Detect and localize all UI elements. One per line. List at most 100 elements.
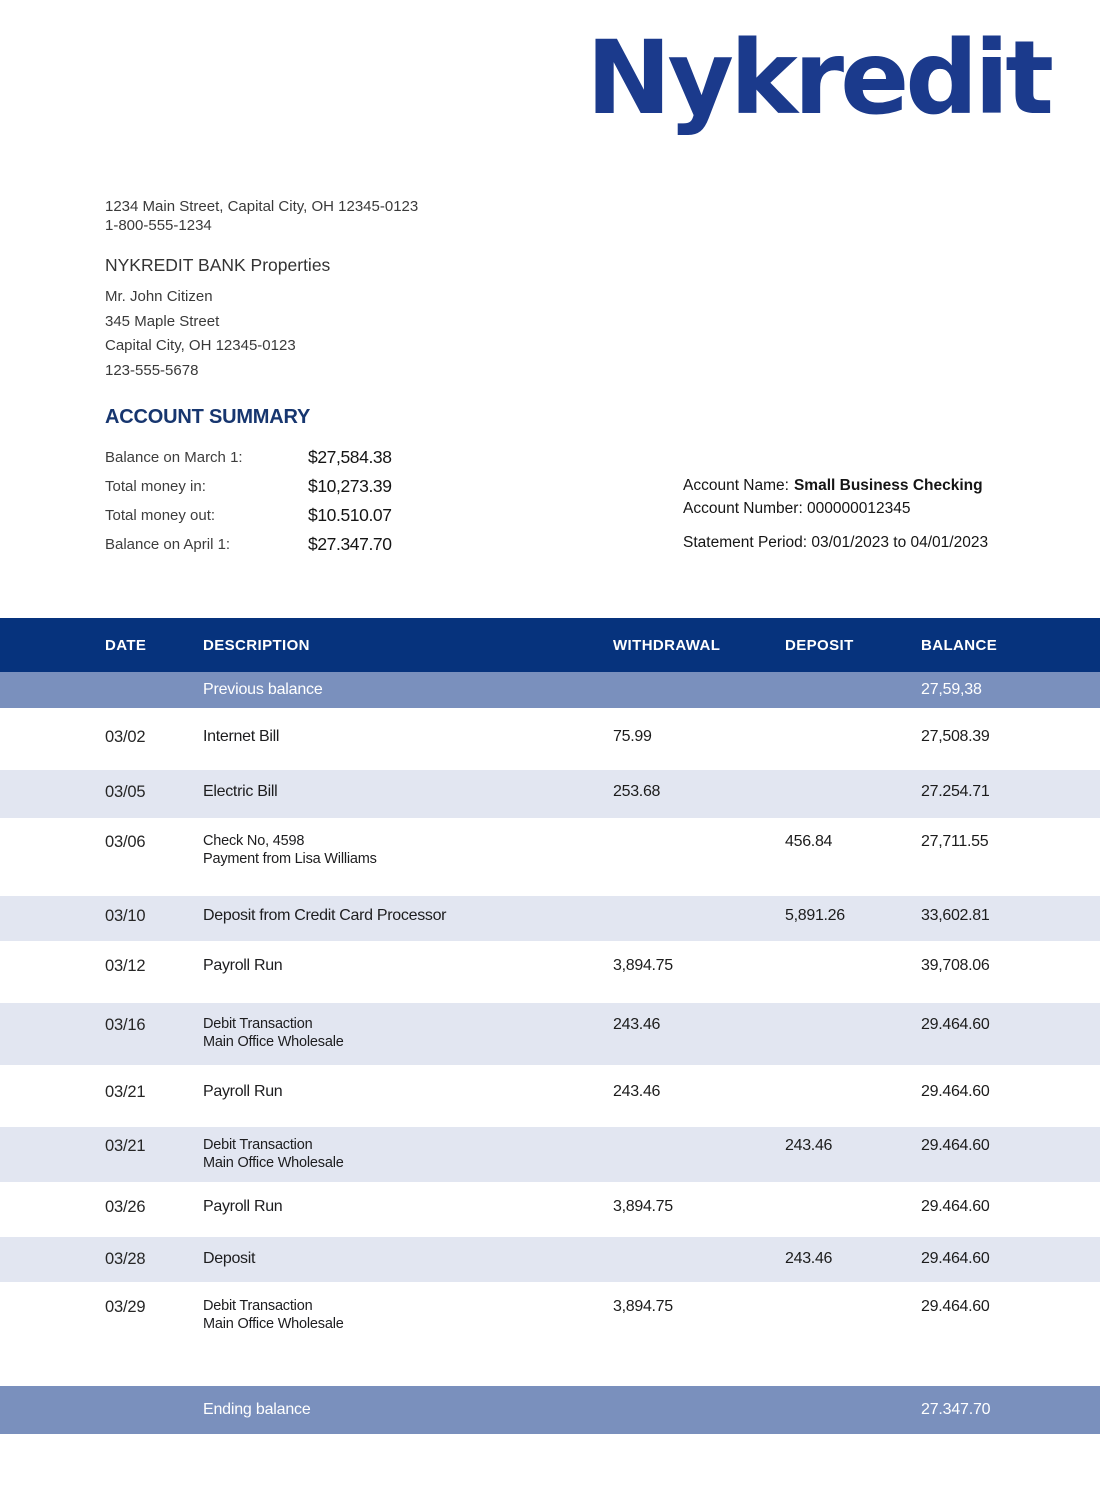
deposit-cell: 243.46 xyxy=(785,1137,833,1154)
balance-cell: 29.464.60 xyxy=(921,1198,990,1215)
description-line1: Debit Transaction xyxy=(203,1298,313,1314)
recipient-street: 345 Maple Street xyxy=(105,312,220,330)
ending-balance-row: Ending balance 27.347.70 xyxy=(0,1386,1100,1434)
date-cell: 03/16 xyxy=(105,1016,146,1034)
description-cell: Deposit from Credit Card Processor xyxy=(203,907,613,925)
table-row: 03/21 Payroll Run 243.46 29.464.60 xyxy=(0,1065,1100,1127)
bank-address-line: 1234 Main Street, Capital City, OH 12345… xyxy=(105,198,419,215)
balance-cell: 29.464.60 xyxy=(921,1016,990,1033)
table-header-row: DATE DESCRIPTION WITHDRAWAL DEPOSIT BALA… xyxy=(0,618,1100,672)
description-cell: Internet Bill xyxy=(203,728,613,746)
balance-cell: 27.254.71 xyxy=(921,783,990,800)
description-cell: Payroll Run xyxy=(203,1083,613,1101)
description-line2: Payment from Lisa Williams xyxy=(203,850,377,867)
description-cell: Deposit xyxy=(203,1250,613,1268)
date-cell: 03/05 xyxy=(105,783,146,801)
summary-value: $10.510.07 xyxy=(308,505,392,525)
date-cell: 03/02 xyxy=(105,728,146,746)
previous-balance-row: Previous balance 27,59,38 xyxy=(0,672,1100,708)
description-line1: Deposit xyxy=(203,1250,256,1267)
description-cell: Debit Transaction Main Office Wholesale xyxy=(203,1137,613,1172)
date-cell: 03/21 xyxy=(105,1137,146,1155)
recipient-block: Mr. John Citizen 345 Maple Street Capita… xyxy=(105,285,296,383)
withdrawal-cell: 243.46 xyxy=(613,1016,661,1033)
withdrawal-cell: 3,894.75 xyxy=(613,957,673,974)
nykredit-logo: Nykredit xyxy=(586,19,1054,138)
description-line1: Payroll Run xyxy=(203,1083,283,1100)
summary-value: $10,273.39 xyxy=(308,476,392,496)
balance-cell: 29.464.60 xyxy=(921,1250,990,1267)
date-cell: 03/10 xyxy=(105,907,146,925)
balance-cell: 29.464.60 xyxy=(921,1298,990,1315)
deposit-cell: 243.46 xyxy=(785,1250,833,1267)
description-cell: Debit Transaction Main Office Wholesale xyxy=(203,1016,613,1051)
account-name-line: Account Name: Small Business Checking xyxy=(683,474,988,497)
account-summary-title: ACCOUNT SUMMARY xyxy=(105,406,311,428)
summary-label: Total money out: xyxy=(105,507,216,524)
summary-row: Balance on April 1: $27.347.70 xyxy=(105,530,525,559)
previous-balance-label: Previous balance xyxy=(203,681,323,698)
withdrawal-cell: 3,894.75 xyxy=(613,1298,673,1315)
description-line1: Debit Transaction xyxy=(203,1016,313,1032)
table-row: 03/12 Payroll Run 3,894.75 39,708.06 xyxy=(0,941,1100,1003)
table-row: 03/10 Deposit from Credit Card Processor… xyxy=(0,896,1100,941)
balance-cell: 27,711.55 xyxy=(921,833,989,850)
account-name-label: Account Name: xyxy=(683,477,789,494)
table-row: 03/26 Payroll Run 3,894.75 29.464.60 xyxy=(0,1182,1100,1237)
statement-period-line: Statement Period: 03/01/2023 to 04/01/20… xyxy=(683,534,989,551)
account-number-line: Account Number: 000000012345 xyxy=(683,500,911,517)
description-line2: Main Office Wholesale xyxy=(203,1154,344,1171)
bank-division-name: NYKREDIT BANK Properties xyxy=(105,255,331,275)
withdrawal-cell: 75.99 xyxy=(613,728,652,745)
table-row: 03/28 Deposit 243.46 29.464.60 xyxy=(0,1237,1100,1282)
balance-cell: 33,602.81 xyxy=(921,907,990,924)
ending-balance-label: Ending balance xyxy=(203,1401,311,1418)
bank-phone: 1-800-555-1234 xyxy=(105,217,212,234)
withdrawal-column-header: WITHDRAWAL xyxy=(613,636,721,654)
summary-label: Balance on March 1: xyxy=(105,449,243,466)
balance-cell: 29.464.60 xyxy=(921,1083,990,1100)
description-line1: Electric Bill xyxy=(203,783,278,800)
table-row: 03/05 Electric Bill 253.68 27.254.71 xyxy=(0,770,1100,818)
table-row: 03/29 Debit Transaction Main Office Whol… xyxy=(0,1282,1100,1358)
deposit-cell: 456.84 xyxy=(785,833,833,850)
table-row: 03/21 Debit Transaction Main Office Whol… xyxy=(0,1127,1100,1182)
recipient-name: Mr. John Citizen xyxy=(105,288,213,305)
withdrawal-cell: 3,894.75 xyxy=(613,1198,673,1215)
balance-cell: 27,508.39 xyxy=(921,728,990,745)
balance-cell: 29.464.60 xyxy=(921,1137,990,1154)
summary-label: Balance on April 1: xyxy=(105,536,231,553)
description-cell: Payroll Run xyxy=(203,957,613,975)
account-name-value: Small Business Checking xyxy=(793,477,983,494)
date-cell: 03/28 xyxy=(105,1250,146,1268)
deposit-column-header: DEPOSIT xyxy=(785,636,854,654)
date-cell: 03/29 xyxy=(105,1298,146,1316)
description-line2: Main Office Wholesale xyxy=(203,1033,344,1050)
summary-value: $27.347.70 xyxy=(308,534,392,554)
ending-balance-value: 27.347.70 xyxy=(921,1401,991,1418)
description-line1: Debit Transaction xyxy=(203,1137,313,1153)
description-column-header: DESCRIPTION xyxy=(203,636,310,654)
date-column-header: DATE xyxy=(105,636,147,654)
description-line1: Payroll Run xyxy=(203,957,283,974)
date-cell: 03/21 xyxy=(105,1083,146,1101)
transactions-table: DATE DESCRIPTION WITHDRAWAL DEPOSIT BALA… xyxy=(0,618,1100,1434)
table-row: 03/16 Debit Transaction Main Office Whol… xyxy=(0,1003,1100,1065)
account-summary: ACCOUNT SUMMARY Balance on March 1: $27,… xyxy=(105,406,525,559)
withdrawal-cell: 243.46 xyxy=(613,1083,661,1100)
summary-label: Total money in: xyxy=(105,478,206,495)
description-line1: Check No, 4598 xyxy=(203,833,305,849)
description-cell: Check No, 4598 Payment from Lisa William… xyxy=(203,833,613,868)
description-line1: Payroll Run xyxy=(203,1198,283,1215)
date-cell: 03/26 xyxy=(105,1198,146,1216)
account-info-block: Account Name: Small Business Checking Acc… xyxy=(683,474,988,554)
description-cell: Debit Transaction Main Office Wholesale xyxy=(203,1298,613,1333)
deposit-cell: 5,891.26 xyxy=(785,907,845,924)
description-cell: Payroll Run xyxy=(203,1198,613,1216)
previous-balance-value: 27,59,38 xyxy=(921,681,982,698)
date-cell: 03/12 xyxy=(105,957,146,975)
summary-row: Balance on March 1: $27,584.38 xyxy=(105,443,525,472)
table-row: 03/06 Check No, 4598 Payment from Lisa W… xyxy=(0,818,1100,896)
balance-cell: 39,708.06 xyxy=(921,957,990,974)
